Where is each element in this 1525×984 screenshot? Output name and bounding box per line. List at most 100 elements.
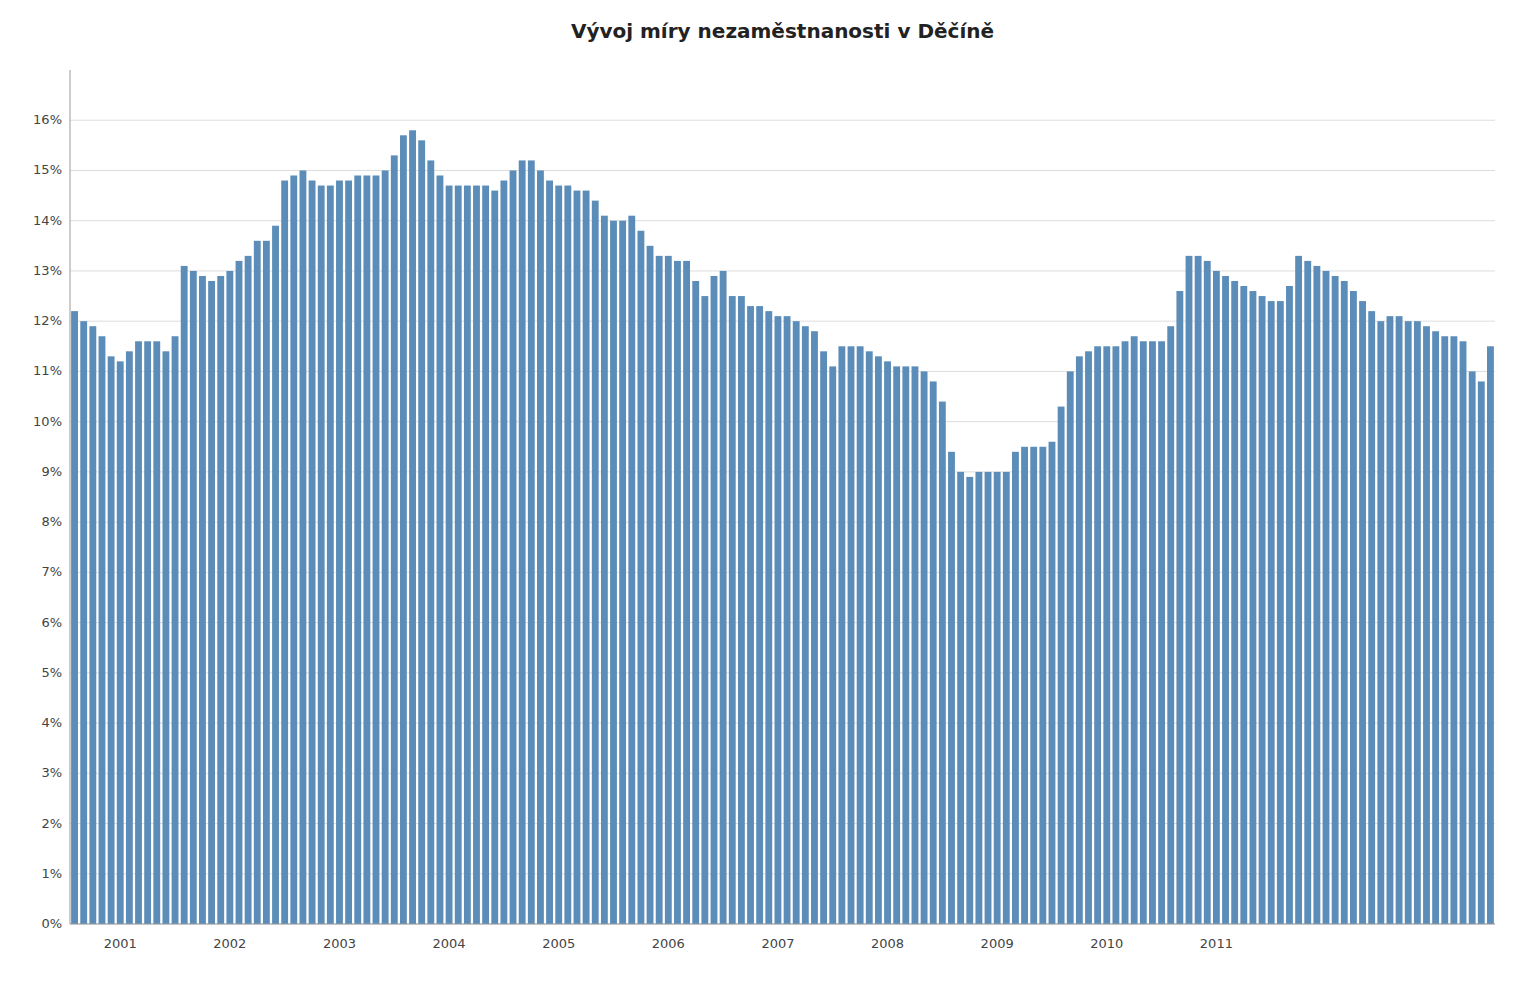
y-tick-label: 16%	[33, 112, 62, 127]
bar	[263, 241, 270, 924]
bar	[363, 175, 370, 924]
bar	[245, 256, 252, 924]
bar	[1396, 316, 1403, 924]
bar	[1030, 447, 1037, 924]
bar	[893, 366, 900, 924]
bar	[966, 477, 973, 924]
bar	[784, 316, 791, 924]
bar	[1250, 291, 1257, 924]
bar	[1441, 336, 1448, 924]
bar	[80, 321, 87, 924]
x-axis: 2001200220032004200520062007200820092010…	[70, 924, 1495, 951]
bar	[546, 181, 553, 924]
bar	[391, 155, 398, 924]
bar	[1368, 311, 1375, 924]
bar	[272, 226, 279, 924]
y-tick-label: 10%	[33, 414, 62, 429]
bar	[1277, 301, 1284, 924]
x-tick-label: 2001	[104, 936, 137, 951]
bar	[1176, 291, 1183, 924]
bar	[254, 241, 261, 924]
bar	[1469, 371, 1476, 924]
bar	[281, 181, 288, 924]
bar	[975, 472, 982, 924]
grid-line	[70, 120, 1495, 121]
x-tick-label: 2011	[1200, 936, 1233, 951]
bar	[318, 186, 325, 924]
bar	[89, 326, 96, 924]
x-tick-label: 2003	[323, 936, 356, 951]
bar	[729, 296, 736, 924]
bar	[838, 346, 845, 924]
bar	[1332, 276, 1339, 924]
bar	[1167, 326, 1174, 924]
bar	[336, 181, 343, 924]
y-tick-label: 15%	[33, 162, 62, 177]
bar	[427, 160, 434, 924]
bar	[957, 472, 964, 924]
bar	[1460, 341, 1467, 924]
y-tick-label: 5%	[41, 665, 62, 680]
bar	[866, 351, 873, 924]
title: Vývoj míry nezaměstnanosti v Děčíně	[571, 19, 994, 43]
bar	[1268, 301, 1275, 924]
bar	[144, 341, 151, 924]
y-tick-label: 6%	[41, 615, 62, 630]
x-tick-label: 2009	[981, 936, 1014, 951]
y-tick-label: 7%	[41, 564, 62, 579]
bar	[1359, 301, 1366, 924]
bar	[382, 170, 389, 924]
bar	[537, 170, 544, 924]
bar	[354, 175, 361, 924]
bar	[820, 351, 827, 924]
x-tick-label: 2010	[1090, 936, 1123, 951]
bar	[665, 256, 672, 924]
bar	[409, 130, 416, 924]
bar	[775, 316, 782, 924]
x-tick-label: 2006	[652, 936, 685, 951]
bar	[236, 261, 243, 924]
bar	[1387, 316, 1394, 924]
bar	[564, 186, 571, 924]
bar	[1149, 341, 1156, 924]
bar	[71, 311, 78, 924]
bar	[1240, 286, 1247, 924]
y-tick-label: 9%	[41, 464, 62, 479]
bar	[1350, 291, 1357, 924]
bars	[71, 130, 1494, 924]
bar	[930, 381, 937, 924]
bar	[674, 261, 681, 924]
bar	[720, 271, 727, 924]
bar	[1341, 281, 1348, 924]
bar	[1140, 341, 1147, 924]
bar	[208, 281, 215, 924]
bar	[1012, 452, 1019, 924]
bar	[528, 160, 535, 924]
bar	[199, 276, 206, 924]
bar	[1122, 341, 1129, 924]
bar	[519, 160, 526, 924]
bar	[619, 221, 626, 924]
bar	[793, 321, 800, 924]
bar	[327, 186, 334, 924]
bar	[610, 221, 617, 924]
bar	[1222, 276, 1229, 924]
bar	[126, 351, 133, 924]
bar	[300, 170, 307, 924]
bar	[473, 186, 480, 924]
bar	[1131, 336, 1138, 924]
bar	[1213, 271, 1220, 924]
bar	[628, 216, 635, 924]
bar	[345, 181, 352, 924]
bar	[1304, 261, 1311, 924]
bar	[1049, 442, 1056, 924]
y-axis: 0%1%2%3%4%5%6%7%8%9%10%11%12%13%14%15%16…	[33, 70, 70, 931]
bar	[1323, 271, 1330, 924]
bar	[939, 402, 946, 924]
bar	[437, 175, 444, 924]
y-tick-label: 3%	[41, 765, 62, 780]
y-tick-label: 11%	[33, 363, 62, 378]
bar	[948, 452, 955, 924]
x-tick-label: 2005	[542, 936, 575, 951]
y-tick-label: 8%	[41, 514, 62, 529]
